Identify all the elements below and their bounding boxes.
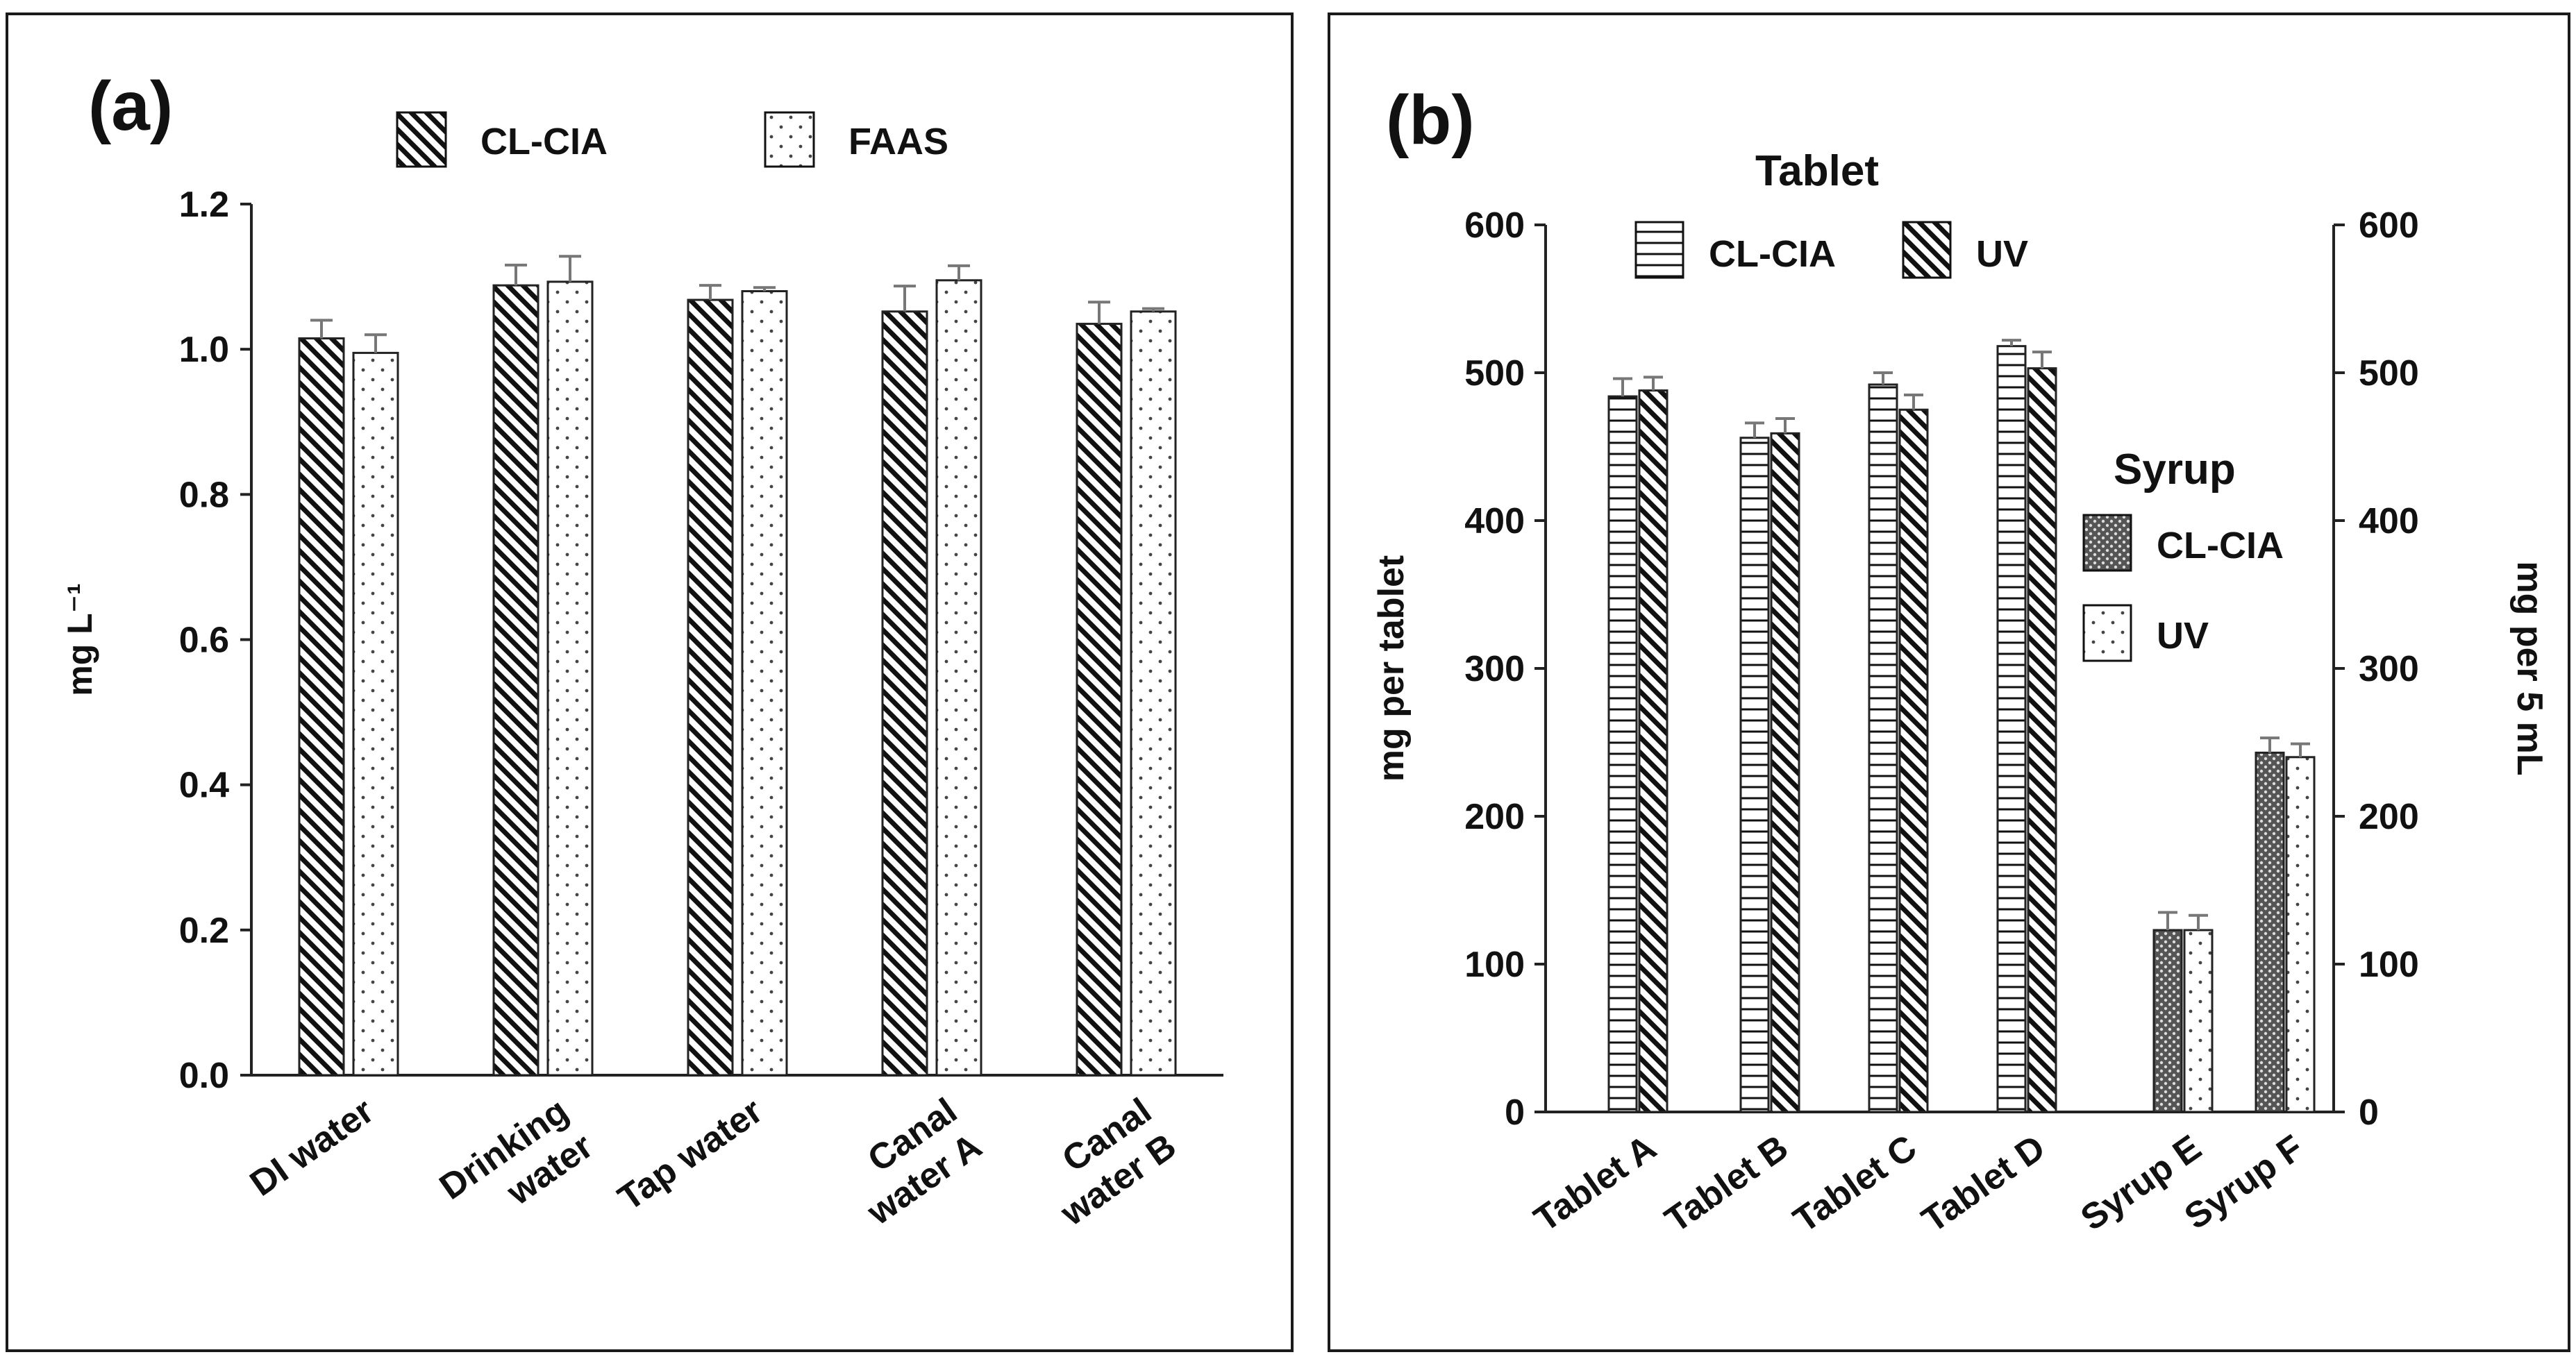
legend-label-faas: FAAS [848, 121, 948, 162]
bar-tablet-uv [1770, 432, 1800, 1113]
x-tick-label: Tap water [611, 1090, 770, 1219]
y-tick-label-right: 100 [2359, 945, 2419, 985]
y-tick-label-right: 600 [2359, 205, 2419, 246]
chart-panel-a: (a) CL-CIA FAAS 0.0 0.2 0.4 0.6 0.8 1.0 1.2 mg L⁻¹… [6, 12, 1294, 1352]
panel-label-b: (b) [1386, 81, 1475, 159]
legend-title-syrup: Syrup [2114, 446, 2236, 494]
error-bar [310, 319, 333, 339]
y-tick-label-right: 200 [2359, 797, 2419, 837]
x-tick-label: Syrup E [2074, 1127, 2209, 1238]
bar-tablet-uv [1898, 408, 1929, 1113]
bar-tablet-cl-cia [1996, 345, 2027, 1113]
y-tick-label: 0.2 [179, 911, 229, 951]
y-tick-label-right: 0 [2359, 1093, 2379, 1133]
error-bar [365, 333, 387, 353]
y-tick-label: 1.2 [179, 185, 229, 225]
error-bar [894, 285, 916, 312]
bar-cl-cia [492, 284, 540, 1077]
y-tick-label-right: 400 [2359, 501, 2419, 541]
error-bar [559, 255, 581, 282]
error-bar [2260, 736, 2280, 753]
bar-faas [741, 290, 788, 1077]
error-bar [2291, 742, 2310, 757]
legend-swatch-syrup-uv [2082, 604, 2132, 662]
x-tick-label: Tablet C [1787, 1127, 1924, 1240]
bar-tablet-uv [1638, 389, 1668, 1113]
legend-swatch-cl-cia [396, 111, 447, 168]
y-tick-label-left: 600 [1464, 205, 1525, 246]
error-bar [1775, 417, 1795, 434]
error-bar [1088, 301, 1110, 324]
error-bar [1745, 421, 1764, 438]
y-tick-label: 0.4 [179, 766, 229, 806]
bar-faas [935, 279, 982, 1077]
legend-label-syrup-cl-cia: CL-CIA [2157, 525, 2284, 566]
y-tick-label-left: 500 [1464, 353, 1525, 394]
chart-b-svg: (b) Tablet CL-CIA UV Syrup CL-CIA UV 0 0 100 100 20… [1371, 81, 2550, 1240]
bar-tablet-cl-cia [1868, 383, 1898, 1113]
error-bar [2032, 351, 2052, 369]
bar-cl-cia [1076, 323, 1123, 1077]
y-tick-label-right: 300 [2359, 649, 2419, 689]
y-tick-label-left: 300 [1464, 649, 1525, 689]
x-tick-label: Canalwater A [835, 1090, 989, 1233]
y-axis-label-right: mg per 5 mL [2509, 561, 2550, 775]
bar-faas [352, 351, 399, 1077]
bar-syrup-uv [2183, 929, 2214, 1113]
y-axis-label: mg L⁻¹ [60, 583, 99, 695]
y-tick-label-left: 400 [1464, 501, 1525, 541]
legend-label-cl-cia: CL-CIA [480, 121, 608, 162]
x-tick-label: Tablet A [1527, 1127, 1664, 1240]
y-tick-label: 1.0 [179, 330, 229, 370]
bar-cl-cia [687, 298, 734, 1077]
bar-tablet-uv [2027, 367, 2057, 1113]
bar-syrup-cl-cia [2152, 929, 2183, 1113]
error-bar [948, 264, 970, 280]
x-tick-label: Tablet D [1915, 1127, 2052, 1240]
y-tick-label: 0.8 [179, 475, 229, 515]
y-axis-label-left: mg per tablet [1371, 555, 1412, 782]
y-tick-label-left: 200 [1464, 797, 1525, 837]
bar-tablet-cl-cia [1739, 437, 1770, 1113]
y-tick-label-left: 100 [1464, 945, 1525, 985]
error-bar [1873, 371, 1893, 385]
y-tick-label-right: 500 [2359, 353, 2419, 394]
error-bar [699, 284, 721, 301]
bar-faas [546, 280, 594, 1077]
error-bar [1904, 393, 1923, 410]
error-bar [2189, 913, 2208, 931]
x-tick-label: Canalwater B [1028, 1090, 1184, 1234]
y-tick-label: 0.6 [179, 621, 229, 661]
error-bar [1142, 307, 1164, 312]
panel-label-a: (a) [88, 67, 173, 145]
error-bar [1613, 377, 1632, 397]
y-tick-label-left: 0 [1505, 1093, 1525, 1133]
legend-label-tablet-uv: UV [1976, 233, 2028, 275]
bar-syrup-cl-cia [2255, 751, 2285, 1113]
bar-cl-cia [881, 310, 928, 1077]
bar-cl-cia [298, 337, 345, 1077]
legend-label-syrup-uv: UV [2157, 615, 2209, 657]
error-bar [2158, 911, 2177, 931]
error-bar [505, 263, 527, 286]
bar-tablet-cl-cia [1607, 395, 1638, 1113]
error-bar [2002, 339, 2021, 346]
legend-swatch-tablet-cl-cia [1634, 221, 1684, 279]
legend-swatch-tablet-uv [1902, 221, 1952, 279]
x-tick-label: Tablet B [1658, 1127, 1796, 1240]
chart-panel-b: (b) Tablet CL-CIA UV Syrup CL-CIA UV 0 0 100 100 20… [1328, 12, 2570, 1352]
error-bar [753, 286, 776, 292]
error-bar [1644, 376, 1663, 391]
legend-label-tablet-cl-cia: CL-CIA [1709, 233, 1836, 275]
bar-syrup-uv [2285, 756, 2316, 1113]
y-tick-label: 0.0 [179, 1056, 229, 1096]
x-tick-label: Drinkingwater [433, 1090, 601, 1242]
chart-a-svg: (a) CL-CIA FAAS 0.0 0.2 0.4 0.6 0.8 1.0 1.2 mg L⁻¹… [60, 67, 1223, 1242]
legend-swatch-syrup-cl-cia [2082, 514, 2132, 572]
x-tick-label: Syrup F [2177, 1127, 2311, 1238]
legend-title-tablet: Tablet [1755, 147, 1879, 195]
legend-swatch-faas [764, 111, 815, 168]
bar-faas [1130, 310, 1177, 1077]
x-tick-label: DI water [243, 1090, 381, 1204]
